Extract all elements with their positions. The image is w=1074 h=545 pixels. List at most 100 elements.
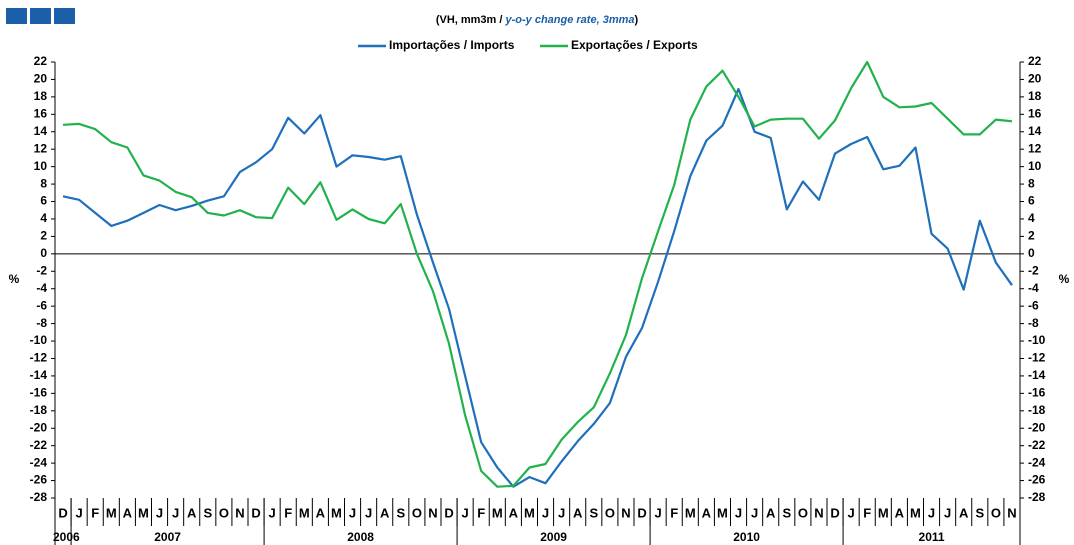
y-tick-label: 0 [40, 246, 47, 260]
series-line [62, 60, 1013, 488]
x-tick-label: M [910, 505, 921, 520]
y-tick-label: 2 [40, 229, 47, 243]
x-tick-label: D [444, 505, 453, 520]
y-tick-label: 10 [34, 159, 48, 173]
x-tick-label: A [123, 505, 133, 520]
x-tick-label: M [299, 505, 310, 520]
y2-tick-label: 6 [1028, 194, 1035, 208]
subtitle-end: ) [635, 14, 639, 26]
y2-tick-label: -28 [1028, 490, 1046, 504]
x-tick-label: M [685, 505, 696, 520]
y-tick-label: -2 [36, 263, 47, 277]
x-tick-label: M [524, 505, 535, 520]
series-line [62, 87, 1013, 488]
y2-tick-label: -10 [1028, 333, 1046, 347]
y-tick-label: 16 [34, 106, 48, 120]
x-tick-label: J [944, 505, 951, 520]
x-tick-label: N [621, 505, 630, 520]
x-tick-label: J [848, 505, 855, 520]
y2-tick-label: 16 [1028, 106, 1042, 120]
x-tick-label: S [396, 505, 405, 520]
x-tick-label: A [316, 505, 326, 520]
subtitle-italic: y-o-y change rate, 3mma [505, 14, 635, 26]
year-label: 2008 [347, 530, 374, 544]
y2-tick-label: -26 [1028, 473, 1046, 487]
logo-block [6, 8, 27, 24]
logo-block [30, 8, 51, 24]
x-tick-label: S [975, 505, 984, 520]
x-tick-label: J [269, 505, 276, 520]
y2-tick-label: 14 [1028, 124, 1042, 138]
x-tick-label: J [735, 505, 742, 520]
y-axis-label: % [9, 272, 20, 286]
y2-tick-label: -22 [1028, 438, 1046, 452]
x-tick-label: J [172, 505, 179, 520]
chart-subtitle: (VH, mm3m / y-o-y change rate, 3mma) [436, 14, 639, 26]
y-tick-label: -24 [30, 455, 48, 469]
y-tick-label: -8 [36, 316, 47, 330]
x-tick-label: J [928, 505, 935, 520]
x-tick-label: A [766, 505, 776, 520]
x-tick-label: A [509, 505, 519, 520]
x-tick-label: D [637, 505, 646, 520]
y2-tick-label: 20 [1028, 72, 1042, 86]
y-tick-label: -20 [30, 420, 48, 434]
y-tick-label: -22 [30, 438, 48, 452]
x-tick-label: O [991, 505, 1001, 520]
x-tick-label: S [203, 505, 212, 520]
x-tick-label: N [814, 505, 823, 520]
y-tick-label: -10 [30, 333, 48, 347]
y2-tick-label: 4 [1028, 211, 1035, 225]
x-tick-label: A [895, 505, 905, 520]
y-tick-label: 12 [34, 141, 48, 155]
x-tick-label: D [830, 505, 839, 520]
year-label: 2010 [733, 530, 760, 544]
y2-tick-label: -6 [1028, 298, 1039, 312]
year-label: 2006 [53, 530, 80, 544]
y-tick-label: -16 [30, 386, 48, 400]
x-tick-label: N [428, 505, 437, 520]
y-tick-label: -12 [30, 351, 48, 365]
y-tick-label: -28 [30, 490, 48, 504]
y2-tick-label: 12 [1028, 141, 1042, 155]
x-tick-label: D [58, 505, 67, 520]
x-tick-label: F [863, 505, 871, 520]
y2-tick-label: 18 [1028, 89, 1042, 103]
x-tick-label: M [878, 505, 889, 520]
y-tick-label: 20 [34, 72, 48, 86]
y-tick-label: -4 [36, 281, 47, 295]
x-tick-label: J [542, 505, 549, 520]
y-tick-label: 4 [40, 211, 47, 225]
y2-tick-label: 22 [1028, 54, 1042, 68]
y-tick-label: -6 [36, 298, 47, 312]
x-tick-label: O [219, 505, 229, 520]
y-tick-label: 18 [34, 89, 48, 103]
y2-tick-label: -4 [1028, 281, 1039, 295]
y2-tick-label: -12 [1028, 351, 1046, 365]
x-tick-label: F [284, 505, 292, 520]
x-tick-label: J [349, 505, 356, 520]
y2-tick-label: -20 [1028, 420, 1046, 434]
year-label: 2009 [540, 530, 567, 544]
logo-block [54, 8, 75, 24]
x-tick-label: J [558, 505, 565, 520]
y-tick-label: -18 [30, 403, 48, 417]
x-tick-label: M [138, 505, 149, 520]
y-tick-label: -26 [30, 473, 48, 487]
x-tick-label: M [106, 505, 117, 520]
x-tick-label: D [251, 505, 260, 520]
x-tick-label: J [365, 505, 372, 520]
x-tick-label: M [717, 505, 728, 520]
x-tick-label: S [589, 505, 598, 520]
y2-tick-label: -8 [1028, 316, 1039, 330]
x-tick-label: J [462, 505, 469, 520]
y-tick-label: -14 [30, 368, 48, 382]
x-tick-label: O [605, 505, 615, 520]
y-tick-label: 22 [34, 54, 48, 68]
y-tick-label: 8 [40, 176, 47, 190]
y2-tick-label: 10 [1028, 159, 1042, 173]
x-tick-label: A [959, 505, 969, 520]
y2-tick-label: 0 [1028, 246, 1035, 260]
y2-tick-label: -24 [1028, 455, 1046, 469]
